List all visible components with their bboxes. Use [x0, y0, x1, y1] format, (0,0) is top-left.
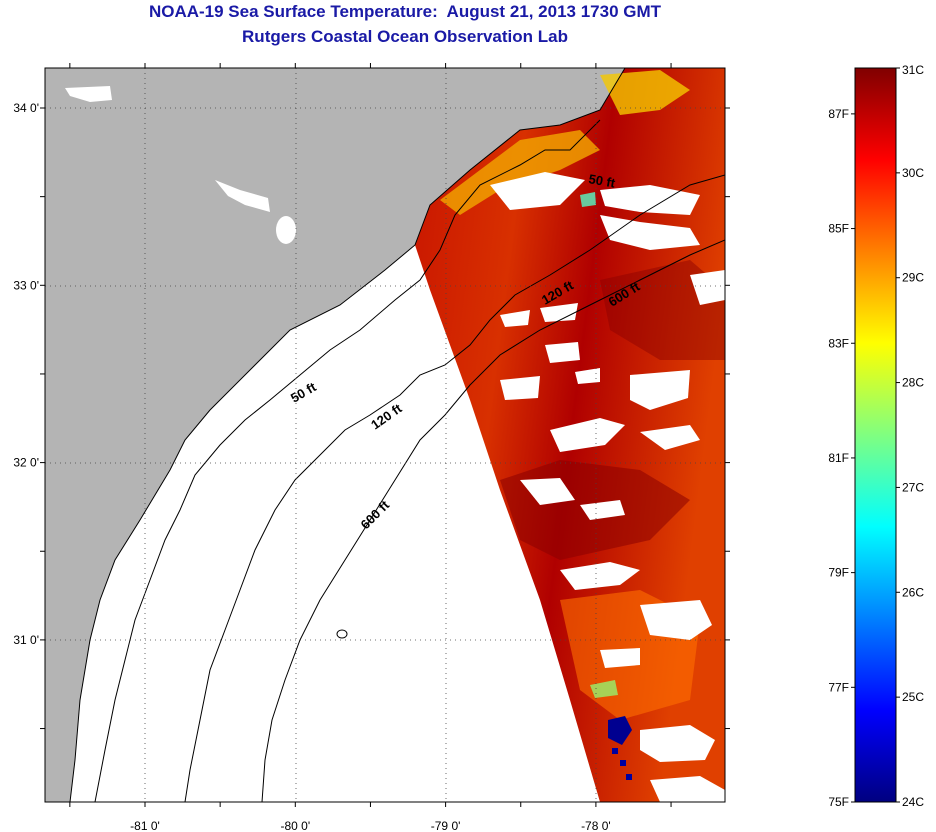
colorbar-fahrenheit-label: 85F	[828, 222, 849, 236]
colorbar-celsius-label: 30C	[902, 166, 924, 180]
colorbar-celsius-label: 25C	[902, 690, 924, 704]
lon-label: -81 0'	[130, 819, 160, 832]
contour-label-50ft-south: 50 ft	[288, 379, 319, 406]
sst-cool-patch	[590, 680, 618, 698]
lat-label: 34 0'	[13, 101, 39, 115]
sst-cold-pixel	[626, 774, 632, 780]
colorbar-celsius-label: 26C	[902, 585, 924, 599]
sst-yellow-patch	[600, 70, 690, 115]
colorbar-celsius-label: 29C	[902, 271, 924, 285]
map-frame	[44, 67, 726, 803]
colorbar	[854, 67, 897, 803]
colorbar-fahrenheit-label: 79F	[828, 566, 849, 580]
sst-cool-patch	[580, 192, 596, 207]
lake	[65, 86, 112, 102]
sst-cold-pixel	[612, 748, 618, 754]
lake	[276, 216, 296, 244]
lon-label: -80 0'	[280, 819, 310, 832]
colorbar-celsius-label: 24C	[902, 795, 924, 809]
graticule	[45, 68, 725, 802]
colorbar-celsius-label: 28C	[902, 376, 924, 390]
sst-cold-blob	[608, 716, 632, 745]
contour-label-50ft-north: 50 ft	[587, 171, 617, 191]
seamount-contour	[336, 629, 348, 639]
land-area	[45, 68, 625, 802]
map-axes: 34 0' 33 0' 32 0' 31 0' -81 0' -80 0' -79 0' -7…	[13, 63, 730, 832]
colorbar-celsius-label: 31C	[902, 63, 924, 77]
lat-label: 32 0'	[13, 456, 39, 470]
contour-label-120ft-south: 120 ft	[368, 400, 405, 432]
contour-50ft	[94, 119, 601, 802]
sst-warm-yellow-patch	[440, 130, 600, 215]
contour-120ft	[184, 174, 725, 802]
lat-label: 31 0'	[13, 633, 39, 647]
colorbar-fahrenheit-label: 87F	[828, 107, 849, 121]
contour-label-600ft-south: 600 ft	[358, 497, 393, 532]
colorbar-fahrenheit-label: 81F	[828, 451, 849, 465]
coastline	[69, 68, 626, 802]
map-title: NOAA-19 Sea Surface Temperature: August …	[148, 2, 662, 21]
colorbar-celsius-label: 27C	[902, 480, 924, 494]
colorbar-fahrenheit-label: 77F	[828, 680, 849, 694]
colorbar-fahrenheit-label: 75F	[828, 795, 849, 809]
contour-600ft	[261, 239, 725, 802]
map-subtitle: Rutgers Coastal Ocean Observation Lab	[242, 27, 568, 46]
lat-label: 33 0'	[13, 278, 39, 292]
lon-label: -79 0'	[431, 819, 461, 832]
lake	[215, 180, 270, 212]
colorbar-fahrenheit-label: 83F	[828, 336, 849, 350]
sst-cold-pixel	[620, 760, 626, 766]
cloud-mask	[490, 172, 725, 802]
lon-label: -78 0'	[581, 819, 611, 832]
colorbar-labels: 31C 30C 29C 28C 27C 26C 25C 24C 87F 85F 83F 81F 79F 7…	[828, 63, 924, 809]
